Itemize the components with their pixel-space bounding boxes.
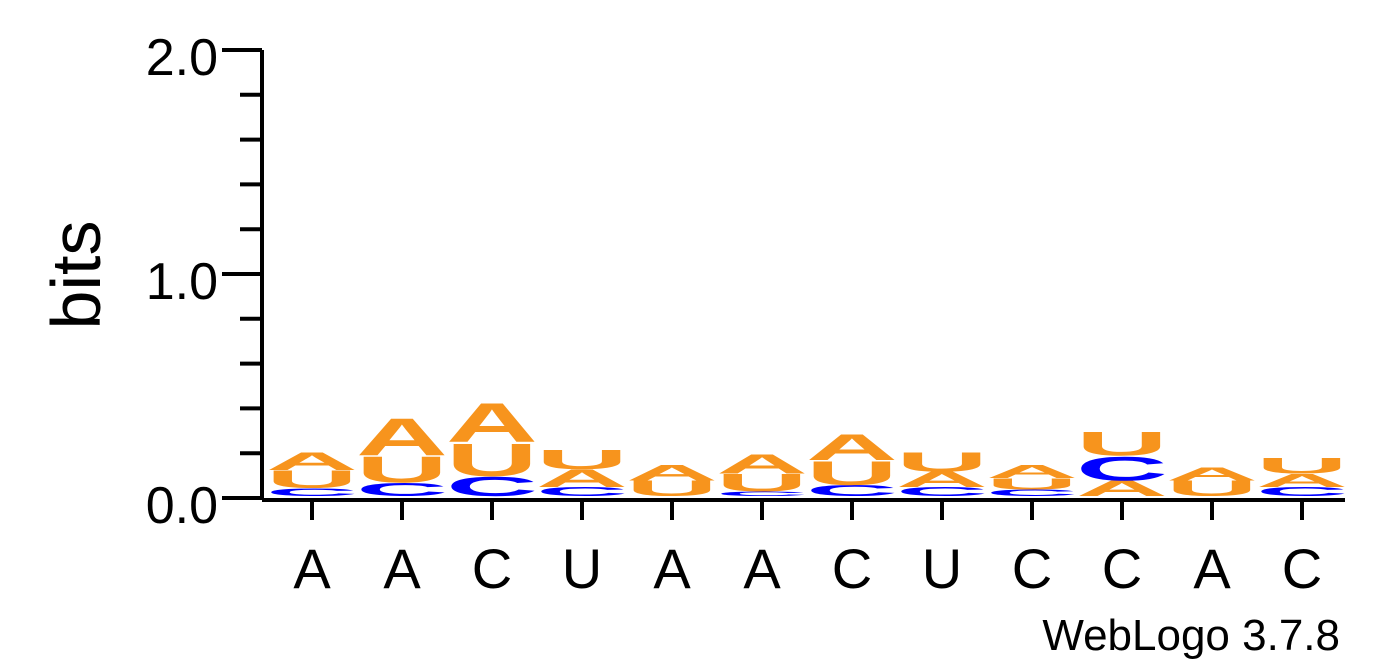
letter-glyph: A [806,426,898,468]
letter-glyph: A [896,467,988,491]
letter-glyph: A [266,448,358,476]
logo-letter-c: C [806,482,898,499]
logo-letter-a: A [356,408,448,467]
x-tick-label: U [922,537,962,600]
logo-letter-a: A [1166,464,1258,485]
logo-letter-u: U [1256,454,1348,478]
y-axis-title: bits [37,221,115,330]
logo-letter-u: U [1076,425,1168,463]
x-tick-label: A [383,537,421,600]
logo-letter-u: U [716,469,808,497]
logo-letter-a: A [806,426,898,468]
x-tick-label: C [832,537,872,600]
logo-letter-c: C [1076,449,1168,487]
letter-glyph: C [536,485,628,499]
letter-glyph: A [1256,470,1348,491]
logo-letter-u: U [1166,476,1258,500]
x-tick-label: U [562,537,602,600]
logo-letter-u: U [896,446,988,477]
letter-glyph: U [356,449,448,491]
letter-glyph: C [1076,449,1168,487]
logo-letter-c: C [266,486,358,498]
y-tick-label: 1.0 [146,253,218,311]
letter-glyph: A [446,392,538,455]
y-axis: 0.0 1.0 2.0 [146,29,264,535]
letter-glyph: A [626,461,718,485]
x-tick-label: C [472,537,512,600]
letter-glyph: C [806,482,898,499]
letter-glyph: C [446,471,538,502]
logo-letter-c: C [536,485,628,499]
letter-glyph: C [1256,485,1348,499]
y-tick-label: 2.0 [146,29,218,87]
letter-glyph: U [986,475,1078,492]
x-tick-label: C [1282,537,1322,600]
letter-glyph: U [1256,454,1348,478]
letter-glyph: C [986,488,1078,498]
logo-letter-c: C [986,488,1078,498]
letter-glyph: U [1076,425,1168,463]
x-tick-label: C [1102,537,1142,600]
x-tick-label: A [743,537,781,600]
letter-glyph: C [266,486,358,498]
weblogo-credit: WebLogo 3.7.8 [1042,611,1340,660]
logo-letter-u: U [446,434,538,486]
letter-glyph: C [896,485,988,499]
letter-glyph: A [536,465,628,493]
logo-letter-a: A [896,467,988,491]
logo-letter-u: U [266,466,358,494]
letter-glyph: A [356,408,448,467]
letter-glyph: C [716,490,808,497]
logo-letter-u: U [986,475,1078,492]
logo-letter-u: U [536,444,628,475]
x-tick-label: A [293,537,331,600]
letter-glyph: U [896,446,988,477]
logo-letter-c: C [446,471,538,502]
logo-letter-a: A [986,461,1078,482]
letter-glyph: U [806,454,898,492]
x-tick-label: C [1012,537,1052,600]
logo-letter-a: A [1076,476,1168,500]
y-tick-label: 0.0 [146,477,218,535]
logo-letter-c: C [356,479,448,500]
logo-letter-a: A [626,461,718,485]
letter-glyph: C [356,479,448,500]
letter-glyph: U [446,434,538,486]
letter-glyph: U [266,466,358,494]
letter-glyph: A [716,448,808,479]
logo-letter-c: C [1256,485,1348,499]
letter-glyph: U [716,469,808,497]
logo-letter-a: A [266,448,358,476]
logo-letter-a: A [1256,470,1348,491]
logo-letter-u: U [626,476,718,500]
x-tick-label: A [1193,537,1231,600]
letter-glyph: A [1076,476,1168,500]
logo-letter-u: U [356,449,448,491]
letter-glyph: U [536,444,628,475]
logo-letter-a: A [536,465,628,493]
letter-glyph: U [626,476,718,500]
letter-glyph: U [1166,476,1258,500]
logo-letter-c: C [716,490,808,497]
letter-glyph: A [986,461,1078,482]
letter-glyph: A [1166,464,1258,485]
logo-letter-c: C [896,485,988,499]
logo-letter-a: A [446,392,538,455]
logo-letter-a: A [716,448,808,479]
x-tick-label: A [653,537,691,600]
logo-letter-u: U [806,454,898,492]
